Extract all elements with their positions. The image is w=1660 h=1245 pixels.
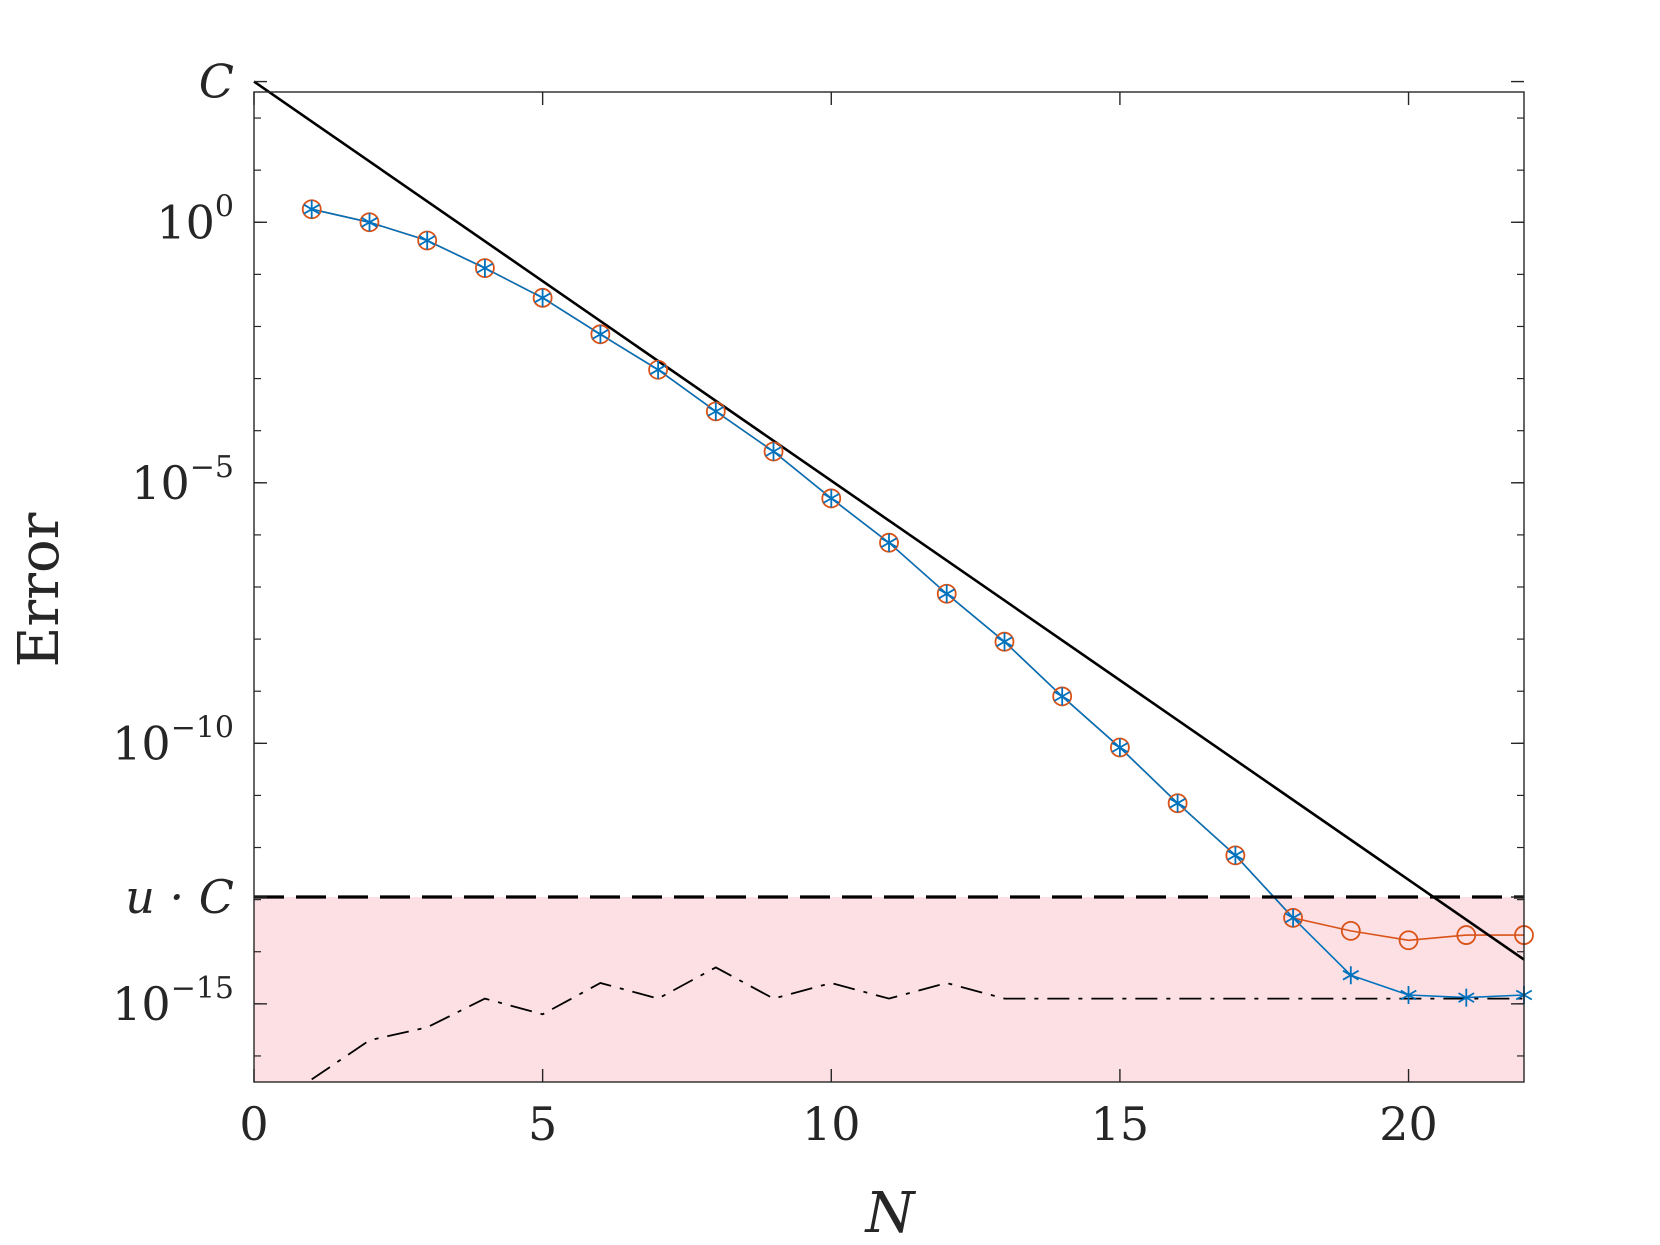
- data-point-asterisk: [303, 200, 320, 219]
- y-tick-base: 10: [156, 195, 215, 249]
- x-axis-title: N: [864, 1181, 917, 1245]
- marker-layer: [301, 199, 1534, 1007]
- y-tick-base: 10: [131, 456, 190, 510]
- data-point-asterisk: [1169, 794, 1186, 813]
- data-point-asterisk: [1227, 846, 1244, 865]
- series-line-1: [311, 208, 1525, 999]
- y-tick-exponent: −5: [190, 450, 234, 485]
- series-layer: [253, 80, 1525, 1081]
- y-tick-base: 10: [112, 716, 171, 770]
- data-point-asterisk: [592, 325, 609, 344]
- data-point-asterisk: [938, 584, 955, 603]
- x-tick-label: 5: [528, 1097, 557, 1151]
- shaded-region: [254, 897, 1524, 1082]
- data-point-asterisk: [418, 231, 436, 250]
- axes-layer: [253, 80, 1525, 1083]
- data-point-asterisk: [1053, 687, 1071, 706]
- data-point-asterisk: [1458, 988, 1475, 1007]
- data-point-asterisk: [361, 213, 378, 232]
- x-tick-label: 0: [239, 1097, 268, 1151]
- shaded-region-layer: [254, 897, 1524, 1082]
- data-point-asterisk: [707, 402, 725, 421]
- data-point-asterisk: [1400, 986, 1417, 1004]
- y-tick-label: 100: [156, 189, 234, 249]
- data-point-asterisk: [534, 288, 551, 307]
- x-tick-label: 15: [1091, 1097, 1150, 1151]
- data-point-asterisk: [765, 442, 782, 461]
- data-point-asterisk: [996, 632, 1013, 651]
- y-tick-label: 10−15: [112, 971, 234, 1031]
- x-tick-label: 20: [1379, 1097, 1438, 1151]
- y-tick-base: 10: [112, 977, 171, 1031]
- data-point-asterisk: [1111, 738, 1129, 757]
- series-line-2: [253, 80, 1525, 961]
- data-point-circle: [1398, 930, 1419, 951]
- data-point-asterisk: [823, 489, 840, 508]
- data-point-circle: [1456, 925, 1477, 945]
- y-tick-exponent: −15: [171, 971, 234, 1006]
- data-point-asterisk: [880, 533, 898, 552]
- data-point-asterisk: [649, 360, 667, 379]
- y-tick-exponent: 0: [215, 189, 234, 224]
- x-tick-label: 10: [802, 1097, 861, 1151]
- data-point-asterisk: [1342, 966, 1360, 985]
- data-point-asterisk: [476, 259, 494, 278]
- data-point-asterisk: [1284, 908, 1302, 927]
- series-line-4: [311, 966, 1524, 1081]
- y-axis-title: Error: [7, 512, 72, 667]
- y-text-tick-label: C: [199, 55, 234, 109]
- data-point-circle: [1340, 920, 1361, 941]
- y-tick-label: 10−10: [112, 710, 234, 770]
- y-text-tick-label: u · C: [125, 870, 234, 924]
- y-tick-label: 10−5: [131, 450, 234, 510]
- y-tick-exponent: −10: [171, 710, 234, 745]
